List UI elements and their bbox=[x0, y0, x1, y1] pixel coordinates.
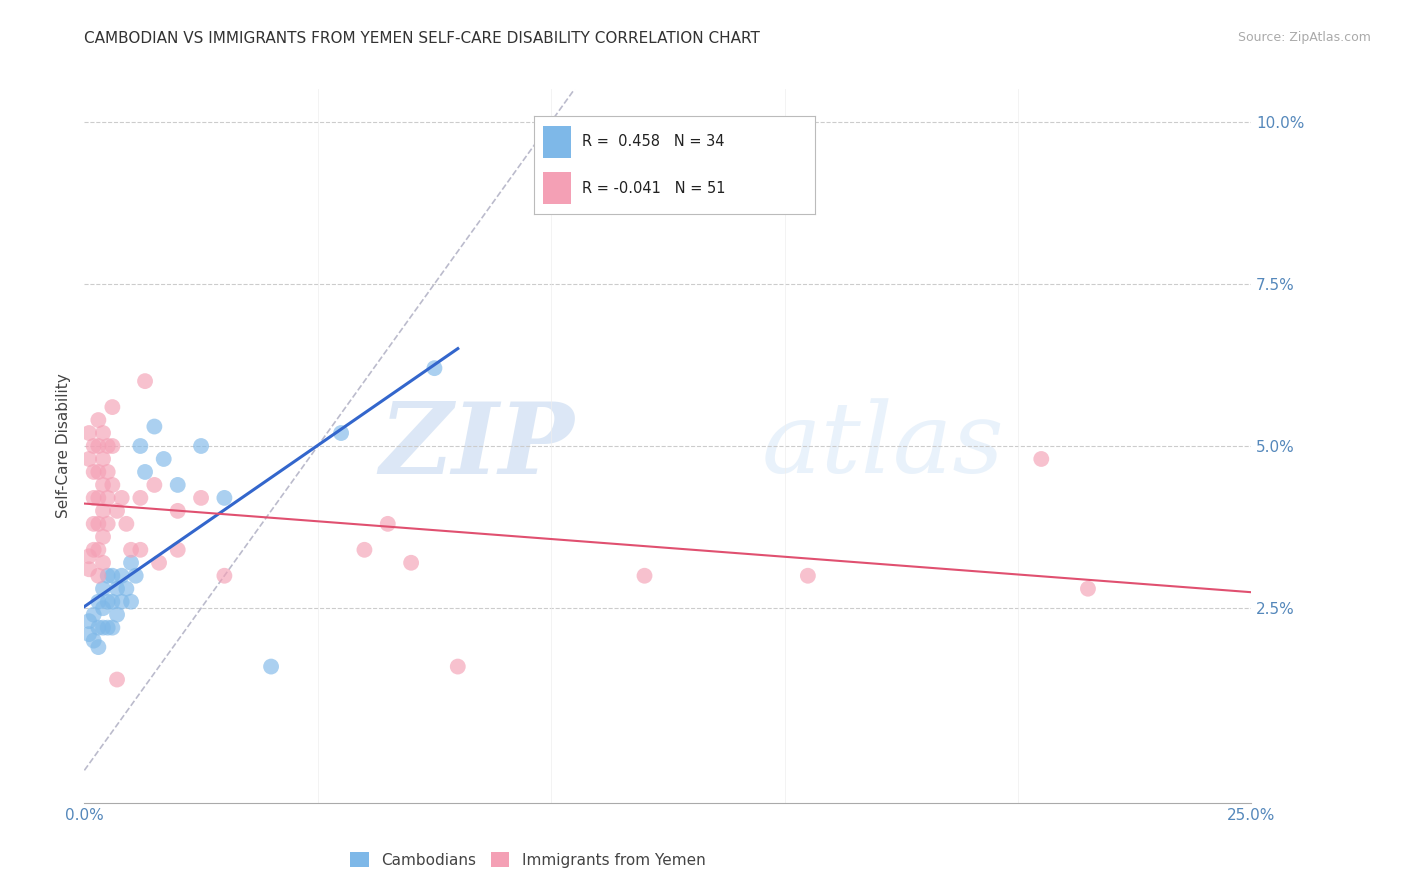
Point bbox=[105, 582, 128, 596]
Point bbox=[87, 621, 110, 635]
Point bbox=[83, 633, 105, 648]
Point bbox=[87, 595, 110, 609]
Point bbox=[260, 659, 283, 673]
Text: ZIP: ZIP bbox=[380, 398, 575, 494]
Point bbox=[134, 465, 156, 479]
Point bbox=[330, 425, 353, 440]
Point bbox=[152, 452, 174, 467]
Bar bbox=[543, 126, 571, 158]
Point bbox=[77, 425, 100, 440]
Text: atlas: atlas bbox=[761, 399, 1004, 493]
Point bbox=[190, 491, 212, 505]
Point bbox=[91, 425, 114, 440]
Point bbox=[115, 582, 138, 596]
Text: CAMBODIAN VS IMMIGRANTS FROM YEMEN SELF-CARE DISABILITY CORRELATION CHART: CAMBODIAN VS IMMIGRANTS FROM YEMEN SELF-… bbox=[84, 31, 761, 46]
Point bbox=[87, 465, 110, 479]
Point bbox=[97, 568, 120, 582]
Y-axis label: Self-Care Disability: Self-Care Disability bbox=[56, 374, 72, 518]
Point bbox=[101, 595, 124, 609]
Point bbox=[120, 556, 142, 570]
Point bbox=[125, 568, 148, 582]
Point bbox=[97, 595, 120, 609]
Point bbox=[87, 439, 110, 453]
Point bbox=[129, 491, 152, 505]
Point bbox=[83, 516, 105, 531]
Point bbox=[134, 374, 156, 388]
Point bbox=[129, 542, 152, 557]
Point bbox=[115, 516, 138, 531]
Text: Source: ZipAtlas.com: Source: ZipAtlas.com bbox=[1237, 31, 1371, 45]
Point bbox=[87, 491, 110, 505]
Point bbox=[91, 478, 114, 492]
Point bbox=[101, 568, 124, 582]
Point bbox=[148, 556, 170, 570]
Point bbox=[101, 478, 124, 492]
Point bbox=[423, 361, 446, 376]
Point bbox=[1031, 452, 1053, 467]
Point bbox=[120, 595, 142, 609]
Text: R = -0.041   N = 51: R = -0.041 N = 51 bbox=[582, 180, 725, 195]
Point bbox=[87, 568, 110, 582]
Point bbox=[83, 465, 105, 479]
Point bbox=[101, 621, 124, 635]
Point bbox=[77, 614, 100, 628]
Text: R =  0.458   N = 34: R = 0.458 N = 34 bbox=[582, 135, 724, 150]
Point bbox=[91, 621, 114, 635]
Point bbox=[143, 419, 166, 434]
Point bbox=[87, 542, 110, 557]
Point bbox=[111, 568, 134, 582]
Point bbox=[353, 542, 375, 557]
Point bbox=[190, 439, 212, 453]
Point bbox=[83, 439, 105, 453]
Point bbox=[91, 452, 114, 467]
Point bbox=[91, 530, 114, 544]
Point bbox=[447, 659, 470, 673]
Point bbox=[129, 439, 152, 453]
Point bbox=[214, 568, 236, 582]
Point bbox=[97, 516, 120, 531]
Point bbox=[214, 491, 236, 505]
Point bbox=[87, 640, 110, 654]
Point bbox=[91, 601, 114, 615]
Point bbox=[111, 491, 134, 505]
Point bbox=[105, 504, 128, 518]
Point bbox=[377, 516, 399, 531]
Point bbox=[97, 491, 120, 505]
Legend: Cambodians, Immigrants from Yemen: Cambodians, Immigrants from Yemen bbox=[344, 846, 711, 873]
Point bbox=[77, 549, 100, 564]
Point bbox=[97, 439, 120, 453]
Point bbox=[105, 673, 128, 687]
Point bbox=[120, 542, 142, 557]
Point bbox=[83, 491, 105, 505]
Point bbox=[399, 556, 422, 570]
Point bbox=[633, 568, 655, 582]
Point bbox=[87, 516, 110, 531]
Point bbox=[166, 542, 188, 557]
Point bbox=[83, 542, 105, 557]
Point bbox=[101, 439, 124, 453]
Point bbox=[91, 504, 114, 518]
Point bbox=[166, 504, 188, 518]
Point bbox=[87, 413, 110, 427]
Point bbox=[105, 607, 128, 622]
Point bbox=[101, 400, 124, 414]
Point bbox=[143, 478, 166, 492]
Point bbox=[77, 627, 100, 641]
Point bbox=[1077, 582, 1099, 596]
Point bbox=[91, 582, 114, 596]
Point bbox=[797, 568, 820, 582]
Bar bbox=[543, 172, 571, 204]
Point bbox=[97, 621, 120, 635]
Point bbox=[91, 556, 114, 570]
Point bbox=[97, 465, 120, 479]
Point bbox=[77, 562, 100, 576]
Point bbox=[111, 595, 134, 609]
Point bbox=[83, 607, 105, 622]
Point bbox=[77, 452, 100, 467]
Point bbox=[166, 478, 188, 492]
